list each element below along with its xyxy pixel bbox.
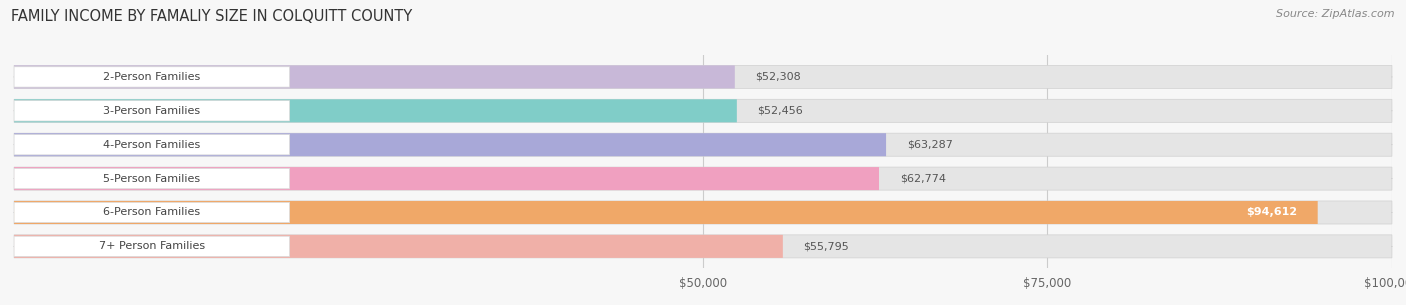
FancyBboxPatch shape	[14, 67, 290, 87]
FancyBboxPatch shape	[14, 202, 290, 223]
FancyBboxPatch shape	[14, 65, 735, 88]
Text: FAMILY INCOME BY FAMALIY SIZE IN COLQUITT COUNTY: FAMILY INCOME BY FAMALIY SIZE IN COLQUIT…	[11, 9, 412, 24]
Text: 7+ Person Families: 7+ Person Families	[98, 241, 205, 251]
FancyBboxPatch shape	[14, 135, 290, 155]
Text: 3-Person Families: 3-Person Families	[103, 106, 201, 116]
Text: $62,774: $62,774	[900, 174, 946, 184]
Text: 2-Person Families: 2-Person Families	[103, 72, 201, 82]
FancyBboxPatch shape	[14, 133, 886, 156]
FancyBboxPatch shape	[14, 99, 737, 122]
FancyBboxPatch shape	[14, 133, 1392, 156]
FancyBboxPatch shape	[14, 201, 1392, 224]
Text: 4-Person Families: 4-Person Families	[103, 140, 201, 150]
FancyBboxPatch shape	[14, 236, 290, 257]
FancyBboxPatch shape	[14, 168, 290, 189]
FancyBboxPatch shape	[14, 235, 783, 258]
FancyBboxPatch shape	[14, 201, 1317, 224]
FancyBboxPatch shape	[14, 167, 1392, 190]
Text: Source: ZipAtlas.com: Source: ZipAtlas.com	[1277, 9, 1395, 19]
FancyBboxPatch shape	[14, 99, 1392, 122]
Text: 5-Person Families: 5-Person Families	[103, 174, 201, 184]
FancyBboxPatch shape	[14, 167, 879, 190]
Text: $63,287: $63,287	[907, 140, 953, 150]
Text: $52,308: $52,308	[755, 72, 801, 82]
Text: $52,456: $52,456	[758, 106, 803, 116]
FancyBboxPatch shape	[14, 235, 1392, 258]
Text: $94,612: $94,612	[1246, 207, 1296, 217]
FancyBboxPatch shape	[14, 101, 290, 121]
FancyBboxPatch shape	[14, 65, 1392, 88]
Text: 6-Person Families: 6-Person Families	[103, 207, 201, 217]
Text: $55,795: $55,795	[803, 241, 849, 251]
